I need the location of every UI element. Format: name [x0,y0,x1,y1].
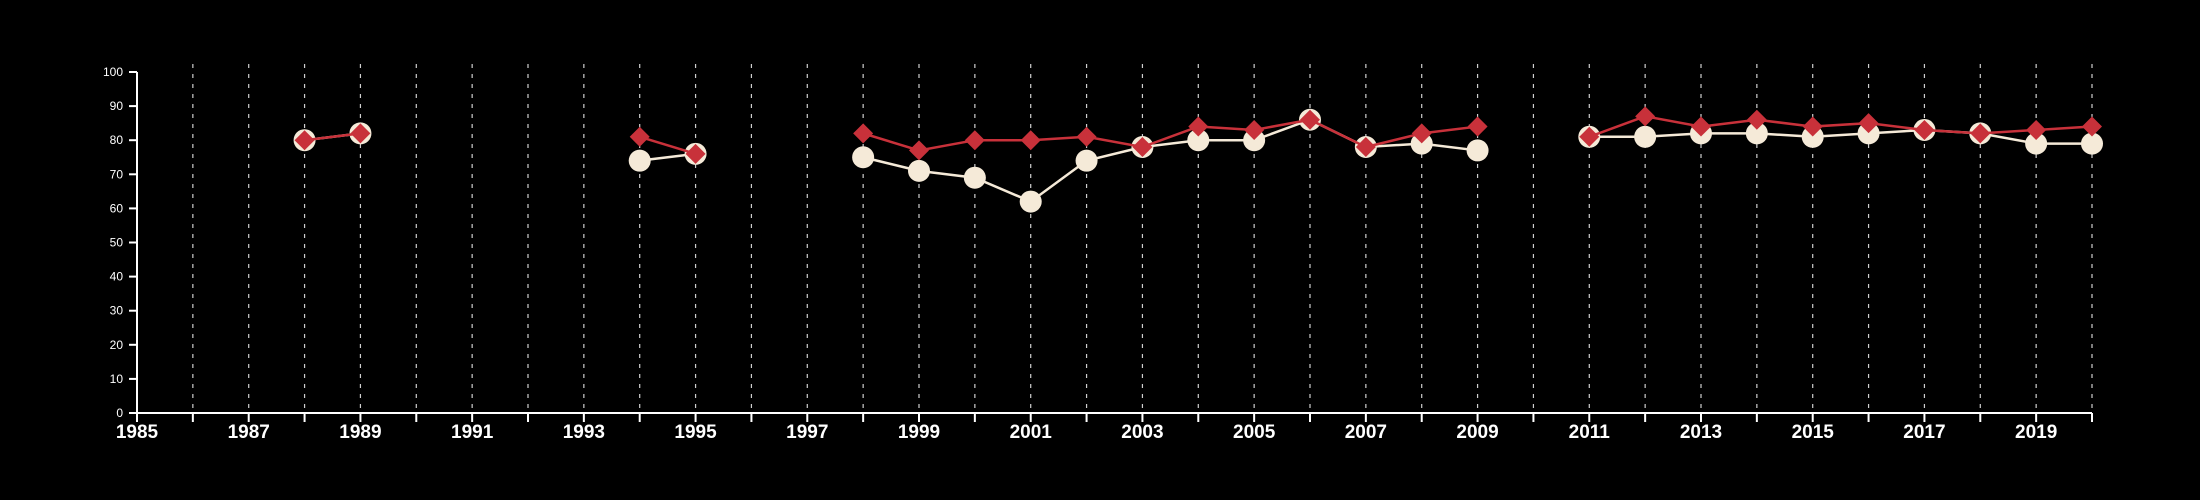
data-point-diamond [629,126,650,147]
data-point-circle [1075,149,1098,172]
x-tick-label: 2017 [1903,422,1945,443]
data-point-diamond [2082,116,2102,137]
y-tick-label: 50 [110,236,124,250]
x-tick-label: 1989 [339,422,381,443]
x-tick-label: 1997 [786,422,828,443]
x-tick-label: 1987 [228,422,270,443]
x-tick-label: 2015 [1792,422,1835,443]
data-point-diamond [1076,126,1097,147]
x-tick-label: 2003 [1121,422,1163,443]
data-point-circle [1634,125,1657,148]
data-point-diamond [1355,137,1376,158]
series-line [1588,115,2093,138]
data-point-diamond [350,123,371,144]
data-point-diamond [1691,116,1711,137]
x-tick-label: 2005 [1233,422,1276,443]
data-point-circle [1243,129,1266,152]
x-tick-label: 2019 [2015,422,2057,443]
data-point-diamond [853,123,874,144]
data-point-diamond [1188,116,1209,137]
data-point-circle [1187,129,1210,152]
grid-lines [192,64,2093,413]
data-point-diamond [1132,137,1153,158]
x-tick-label: 1999 [898,422,940,443]
data-point-diamond [1635,106,1656,127]
x-tick-label: 2007 [1345,422,1387,443]
data-point-diamond [1802,116,1823,137]
data-point-diamond [964,130,985,151]
data-point-circle [963,166,986,189]
data-point-diamond [909,140,929,161]
data-point-diamond [1914,119,1935,140]
data-point-circle [1801,125,1824,148]
x-tick-label: 2009 [1456,422,1498,443]
y-tick-label: 60 [110,201,124,215]
x-tick-label: 1985 [116,422,159,443]
y-tick-label: 10 [110,372,124,386]
series-1-diamond [294,106,2102,164]
data-point-diamond [1467,116,1488,137]
series-line [304,132,361,142]
data-point-diamond [1970,123,1991,144]
x-tick-label: 2011 [1569,422,1611,443]
y-tick-label: 0 [116,406,123,420]
series-line [1589,128,2092,145]
series-line [639,135,696,156]
data-point-circle [908,159,930,182]
data-point-diamond [1411,123,1432,144]
y-tick-label: 30 [110,304,124,318]
data-point-diamond [1020,130,1041,151]
data-point-diamond [1858,113,1879,134]
y-tick-label: 80 [110,133,124,147]
series-group [293,106,2103,213]
data-point-diamond [1300,109,1320,130]
x-tick-label: 1995 [674,422,717,443]
data-point-diamond [1579,126,1600,147]
y-tick-label: 70 [110,167,124,181]
x-tick-label: 2013 [1680,422,1722,443]
y-tick-label: 40 [110,270,124,284]
data-point-circle [1857,122,1880,145]
x-tick-label: 2001 [1010,422,1053,443]
axes: 0 10 20 30 40 50 60 70 80 90 100 1985 1987 1989 1991 19… [103,65,2093,443]
y-tick-label: 100 [103,65,123,79]
y-tick-label: 90 [110,99,124,113]
data-point-circle [1745,122,1768,145]
data-point-circle [2081,132,2103,155]
data-point-circle [2025,132,2048,155]
data-point-diamond [1244,119,1265,140]
data-point-circle [1466,139,1489,162]
series-line [862,118,1478,152]
data-point-diamond [685,143,706,164]
data-point-circle [628,149,651,172]
data-point-diamond [1746,109,1767,130]
data-point-diamond [2026,119,2047,140]
x-tick-label: 1991 [451,422,494,443]
x-tick-label: 1993 [563,422,605,443]
data-point-circle [1410,132,1433,155]
y-tick-label: 20 [110,338,124,352]
data-point-circle [1019,190,1042,213]
data-point-circle [852,146,875,169]
data-point-diamond [294,130,315,151]
